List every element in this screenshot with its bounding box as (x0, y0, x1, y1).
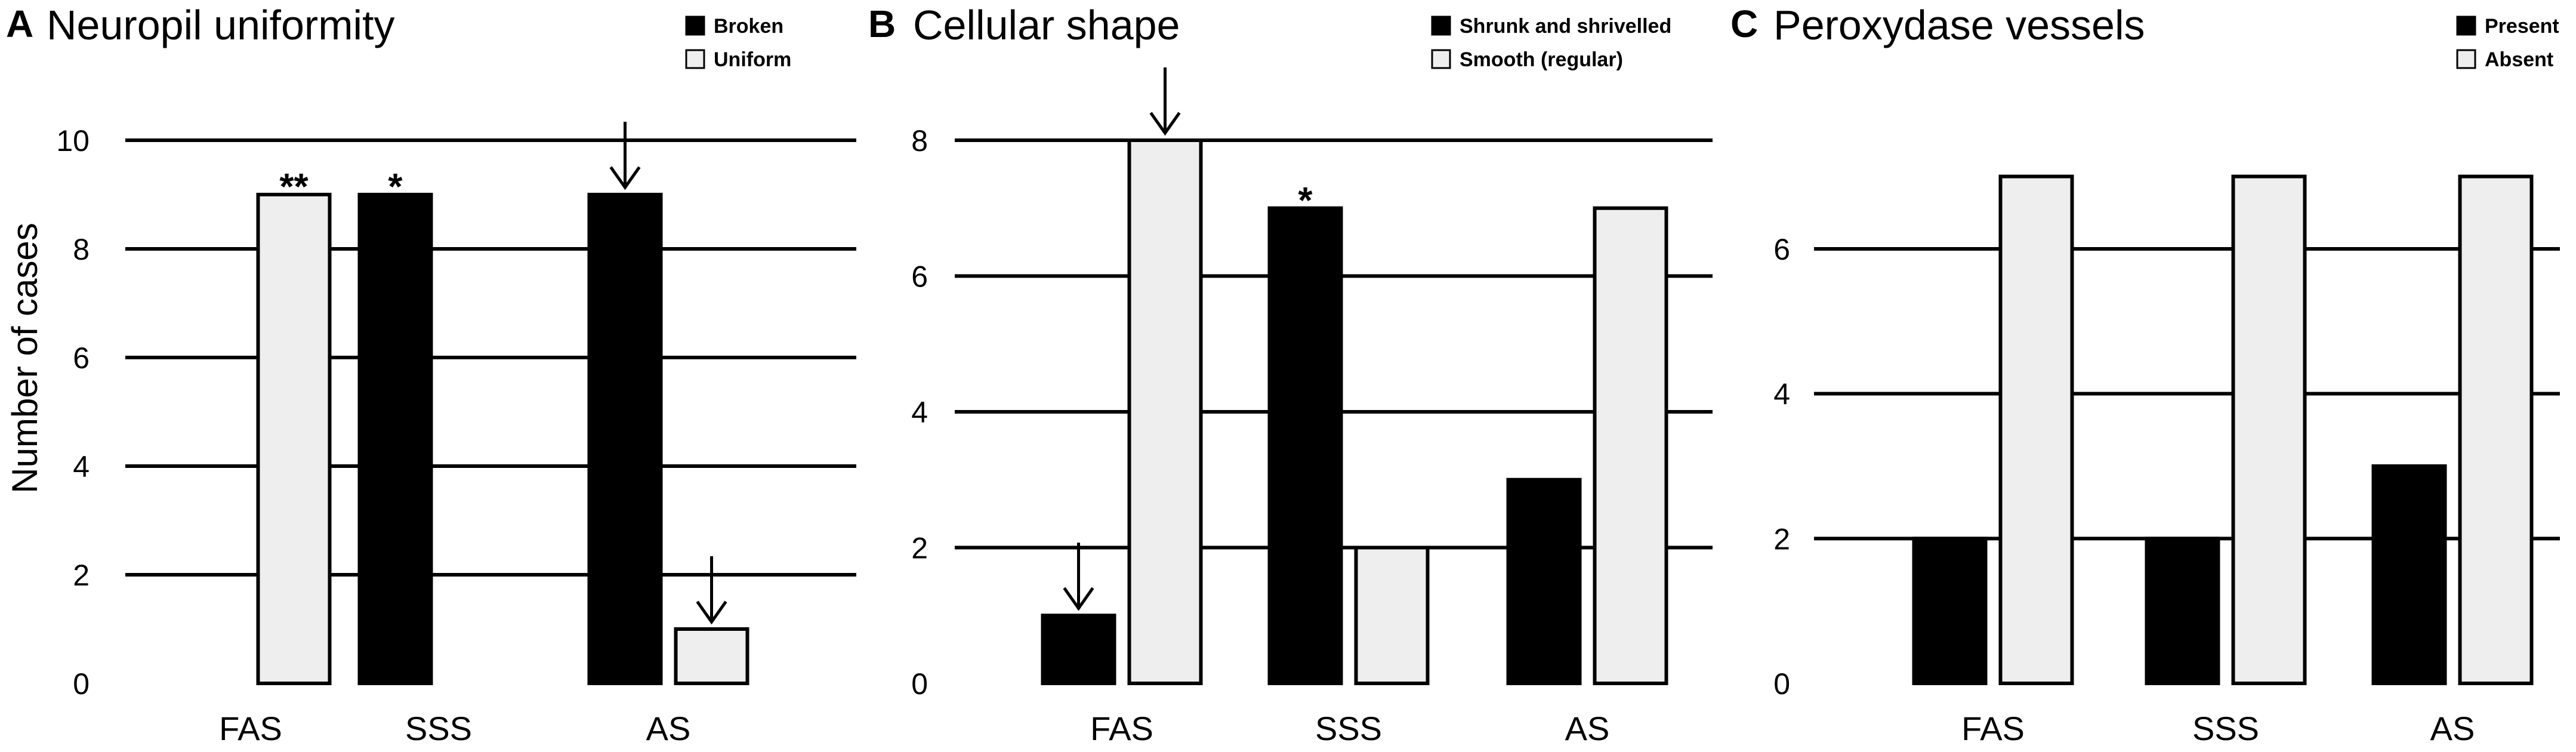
bar (2145, 537, 2220, 685)
bar (2458, 174, 2534, 685)
y-tick-label: 0 (73, 667, 90, 701)
y-tick-label: 4 (911, 396, 928, 429)
panel-letter: C (1730, 2, 1758, 45)
y-tick-label: 0 (911, 667, 928, 701)
x-tick-label: AS (1565, 710, 1610, 747)
y-tick-label: 6 (1773, 233, 1790, 266)
y-tick-label: 6 (911, 260, 928, 294)
x-tick-label: SSS (2192, 710, 2259, 747)
bar (674, 627, 749, 685)
x-tick-label: FAS (219, 710, 282, 747)
x-tick-label: SSS (405, 710, 472, 747)
y-tick-label: 8 (911, 124, 928, 158)
y-tick-label: 2 (73, 559, 90, 592)
panel-a: A Neuropil uniformity Number of cases Br… (5, 2, 856, 747)
legend-label: Absent (2485, 48, 2553, 71)
y-axis-label: Number of cases (5, 223, 45, 494)
y-tick-label: 4 (1773, 378, 1790, 411)
legend-swatch (685, 16, 705, 36)
bar (1506, 477, 1582, 685)
legend-swatch (685, 49, 705, 69)
legend-swatch (2456, 49, 2476, 69)
y-tick-label: 8 (73, 233, 90, 266)
panel-letter: A (6, 2, 33, 45)
legend-swatch (1431, 16, 1451, 36)
annotation-arrowhead (1149, 112, 1181, 136)
bar (1127, 138, 1203, 685)
panel-b: B Cellular shape Shrunk and shrivelled Sm… (868, 2, 1713, 747)
x-tick-label: AS (2430, 710, 2475, 747)
legend-label: Smooth (regular) (1460, 48, 1623, 71)
significance-mark: * (388, 167, 403, 208)
y-tick-label: 2 (911, 532, 928, 565)
legend-label: Shrunk and shrivelled (1460, 15, 1671, 38)
bar (256, 193, 332, 685)
y-tick-label: 6 (73, 341, 90, 375)
bar (2371, 464, 2447, 685)
bar (357, 193, 433, 685)
x-tick-label: SSS (1315, 710, 1382, 747)
legend-swatch (1431, 49, 1451, 69)
bar (1998, 174, 2074, 685)
bar (1267, 206, 1343, 685)
annotation-arrowhead (1063, 587, 1094, 611)
x-tick-label: FAS (1090, 710, 1153, 747)
x-tick-label: AS (646, 710, 691, 747)
bar (1912, 537, 1988, 685)
legend-swatch (2456, 16, 2476, 36)
bar (587, 193, 663, 685)
y-tick-label: 10 (56, 124, 90, 158)
annotation-arrowhead (696, 600, 727, 625)
legend-label: Broken (714, 15, 783, 38)
bar (1041, 614, 1116, 685)
annotation-arrowhead (609, 166, 641, 190)
panel-c: C Peroxydase vessels Present Absent 0 2 4 6 FA… (1730, 2, 2560, 747)
significance-mark: ** (279, 167, 308, 208)
legend-label: Uniform (714, 48, 791, 71)
y-tick-label: 0 (1773, 667, 1790, 701)
panel-title: Neuropil uniformity (47, 2, 395, 48)
panel-title: Cellular shape (913, 2, 1180, 48)
panel-letter: B (868, 2, 896, 45)
y-tick-label: 2 (1773, 522, 1790, 556)
significance-mark: * (1298, 180, 1313, 221)
legend-label: Present (2485, 15, 2559, 38)
bar (2231, 174, 2307, 685)
bar (1593, 206, 1668, 685)
y-tick-label: 4 (73, 450, 90, 483)
panel-title: Peroxydase vessels (1773, 2, 2145, 48)
bar (1354, 545, 1430, 685)
x-tick-label: FAS (1961, 710, 2025, 747)
